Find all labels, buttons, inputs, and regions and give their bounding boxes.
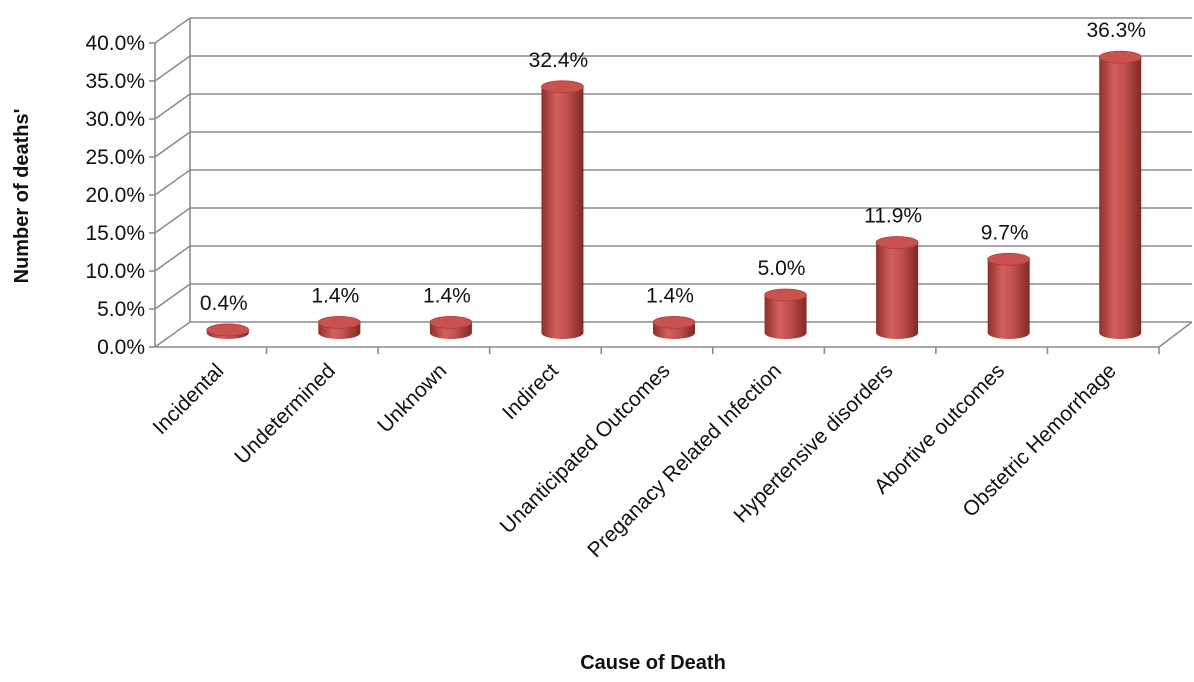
bar-top (987, 252, 1031, 266)
data-label: 11.9% (864, 205, 922, 228)
y-tick-label: 20.0% (85, 184, 145, 207)
bar-top (764, 288, 807, 302)
bar (764, 288, 807, 339)
side-wall-line (154, 207, 191, 234)
x-tick-label: Incidental (148, 359, 228, 439)
side-wall-line (154, 55, 191, 82)
x-tick-label: Unknown (373, 359, 451, 437)
bar-top (429, 315, 473, 329)
x-axis-ticks: Incidental Undetermined Unknown IndirectUna… (148, 347, 1160, 562)
y-tick-label: 10.0% (85, 260, 145, 283)
bar (987, 252, 1031, 339)
bar (541, 80, 584, 339)
side-wall-line (154, 245, 191, 272)
side-wall-line (154, 169, 191, 196)
y-tick-label: 15.0% (85, 222, 145, 245)
bar-top (1098, 50, 1142, 64)
y-tick-label: 30.0% (85, 108, 145, 131)
data-label: 36.3% (1086, 19, 1146, 42)
bar-body (987, 259, 1030, 339)
bar-body (876, 242, 919, 339)
floor-edge (1158, 321, 1193, 348)
y-tick-label: 5.0% (97, 298, 145, 321)
bars (206, 50, 1142, 340)
x-axis-title: Cause of Death (580, 652, 726, 674)
data-label: 1.4% (423, 284, 471, 307)
bar-top (652, 315, 696, 329)
bar-top (875, 236, 919, 249)
data-label: 1.4% (646, 284, 694, 307)
x-tick-label: Indirect (498, 359, 563, 424)
x-tick-label: Preganacy Related Infection (583, 359, 786, 562)
bar (206, 323, 250, 339)
data-label: 0.4% (200, 292, 248, 315)
data-label: 9.7% (981, 221, 1029, 244)
bar (317, 315, 361, 339)
y-tick-label: 35.0% (85, 70, 145, 93)
bar (1098, 50, 1142, 340)
y-axis-ticks: 0.0% 5.0% 10.0% 15.0% 20.0% 25.0% 30.0% 35.0% 40… (85, 32, 155, 359)
bar (429, 315, 473, 339)
side-wall-line (154, 283, 191, 310)
bar-top (206, 323, 250, 337)
side-wall-line (154, 17, 191, 44)
side-wall-line (154, 131, 191, 158)
side-wall-line (154, 93, 191, 120)
bar-top (541, 80, 584, 94)
y-tick-label: 40.0% (85, 32, 145, 55)
bar-body (764, 295, 807, 339)
data-label: 5.0% (758, 257, 806, 280)
plot-frame (154, 17, 1193, 348)
side-wall-line (154, 321, 191, 348)
y-tick-label: 0.0% (97, 336, 145, 359)
x-tick-label: Undetermined (230, 359, 340, 469)
y-tick-label: 25.0% (85, 146, 145, 169)
bar (875, 236, 919, 339)
bar-body (1099, 57, 1142, 340)
data-labels: 0.4% 1.4% 1.4% 32.4% 1.4% 5.0% 11.9% 9.7% 36.3% (200, 19, 1146, 315)
y-axis-title: Number of deaths' (11, 109, 33, 284)
bar-body (541, 86, 584, 339)
bar-top (317, 315, 361, 329)
data-label: 32.4% (529, 49, 589, 72)
data-label: 1.4% (311, 284, 359, 307)
bar (652, 315, 696, 339)
